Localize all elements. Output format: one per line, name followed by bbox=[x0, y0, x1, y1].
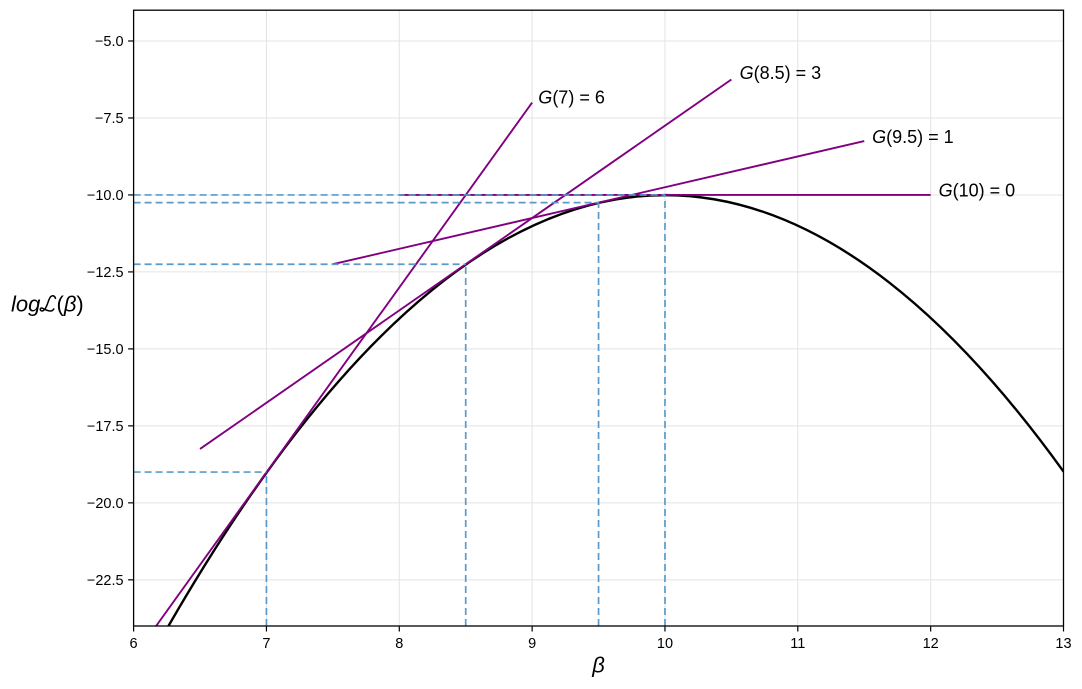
svg-text:6: 6 bbox=[130, 636, 138, 652]
svg-text:log: log bbox=[11, 291, 41, 316]
svg-text:10: 10 bbox=[657, 636, 673, 652]
svg-text:−12.5: −12.5 bbox=[87, 265, 124, 281]
svg-text:−20.0: −20.0 bbox=[87, 496, 124, 512]
svg-text:13: 13 bbox=[1055, 636, 1071, 652]
svg-text:−10.0: −10.0 bbox=[87, 188, 124, 204]
svg-text:G(9.5) = 1: G(9.5) = 1 bbox=[872, 127, 954, 147]
svg-text:9: 9 bbox=[528, 636, 536, 652]
svg-text:−22.5: −22.5 bbox=[87, 573, 124, 589]
svg-text:(β): (β) bbox=[57, 291, 84, 316]
svg-text:−17.5: −17.5 bbox=[87, 419, 124, 435]
svg-text:β: β bbox=[591, 653, 605, 678]
svg-text:−7.5: −7.5 bbox=[95, 111, 124, 127]
svg-text:12: 12 bbox=[923, 636, 939, 652]
svg-text:8: 8 bbox=[395, 636, 403, 652]
svg-text:11: 11 bbox=[790, 636, 805, 652]
svg-text:G(10) = 0: G(10) = 0 bbox=[939, 180, 1016, 200]
svg-text:G(7) = 6: G(7) = 6 bbox=[538, 88, 605, 108]
svg-text:7: 7 bbox=[262, 636, 270, 652]
svg-text:−15.0: −15.0 bbox=[87, 342, 124, 358]
svg-text:−5.0: −5.0 bbox=[95, 34, 124, 50]
svg-text:G(8.5) = 3: G(8.5) = 3 bbox=[740, 63, 822, 83]
